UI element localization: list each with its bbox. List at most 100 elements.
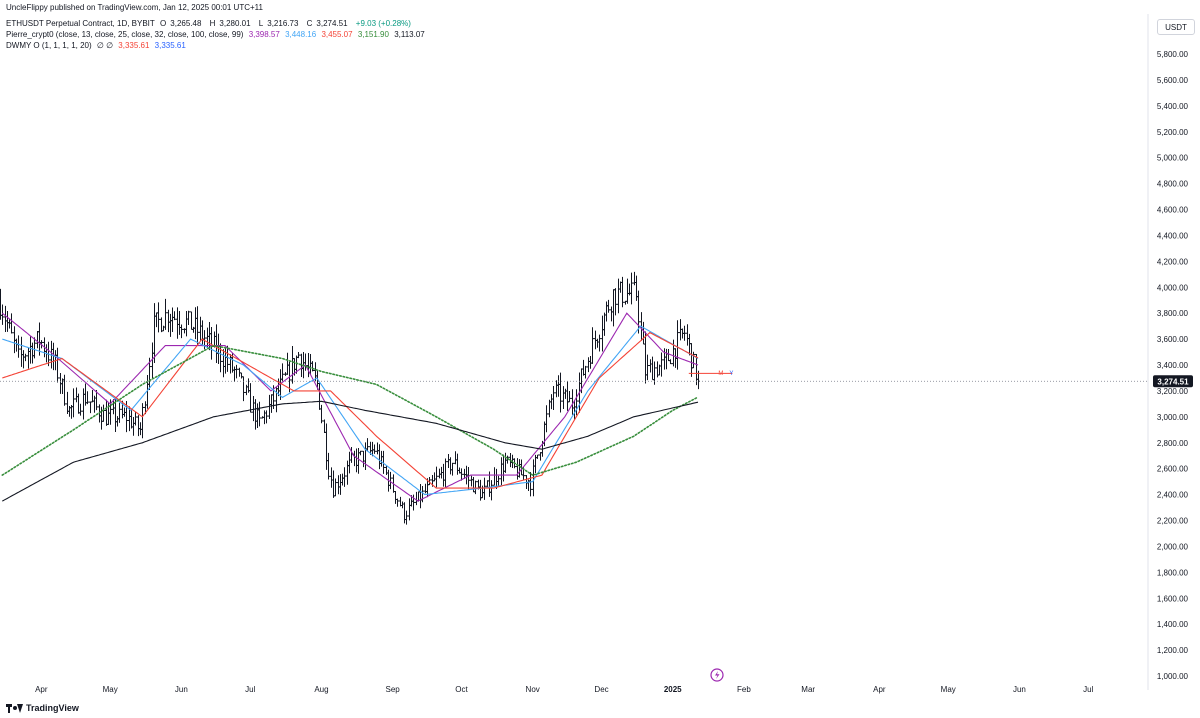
price-tick-label: 5,600.00 [1157, 76, 1189, 85]
candle [79, 403, 82, 416]
candle [10, 313, 13, 334]
candle [382, 450, 385, 474]
candle [86, 391, 89, 405]
candle [339, 474, 342, 495]
ma99-value: 3,113.07 [394, 30, 425, 39]
candle [176, 307, 179, 339]
time-tick-label: Jun [175, 685, 188, 694]
time-tick-label: Mar [801, 685, 815, 694]
candle [660, 352, 663, 377]
candle [155, 312, 158, 328]
candle [20, 336, 23, 367]
candle [341, 473, 344, 486]
candle [587, 357, 590, 373]
candle [215, 324, 218, 363]
candle [346, 460, 349, 485]
moving-average-line [1, 312, 699, 502]
candle [630, 272, 633, 305]
candle [559, 372, 562, 413]
candle [447, 453, 450, 468]
candle [196, 306, 199, 347]
candle [683, 325, 686, 341]
ohlc-close-value: 3,274.51 [316, 19, 348, 28]
indicator1-name[interactable]: Pierre_crypt0 (close, 13, close, 25, clo… [6, 30, 244, 39]
ohlc-low-value: 3,216.73 [267, 19, 299, 28]
candle [460, 468, 463, 481]
price-tick-label: 2,200.00 [1157, 517, 1189, 526]
ohlc-low-label: L [258, 19, 264, 28]
candle [621, 276, 624, 308]
price-tick-label: 3,200.00 [1157, 387, 1189, 396]
candle [242, 376, 245, 402]
tradingview-brand[interactable]: TradingView [6, 703, 79, 713]
candle [399, 496, 402, 507]
ma25-value: 3,448.16 [285, 30, 317, 39]
candle [311, 361, 314, 372]
candle [612, 289, 615, 327]
price-tick-label: 2,400.00 [1157, 491, 1189, 500]
time-tick-label: Apr [35, 685, 48, 694]
candle [502, 454, 505, 482]
ma32-value: 3,455.07 [321, 30, 353, 39]
candle [33, 337, 36, 359]
price-tick-label: 1,800.00 [1157, 568, 1189, 577]
candle [456, 453, 459, 475]
candle [596, 338, 599, 348]
candle [167, 309, 170, 333]
candle [637, 290, 640, 334]
time-tick-label: Nov [526, 685, 540, 694]
dwmy-level-y-label: Y [729, 371, 733, 377]
candle [286, 352, 289, 375]
ohlc-high: H 3,280.01 [210, 19, 254, 28]
candle [139, 422, 142, 436]
candles [0, 271, 700, 525]
candle [686, 324, 689, 346]
candle [472, 476, 475, 493]
candle [334, 478, 337, 497]
moving-average-line [2, 400, 699, 502]
candle [270, 394, 273, 413]
candle [408, 498, 411, 521]
candle [633, 271, 636, 286]
candle [77, 393, 80, 414]
time-tick-label: Jul [1083, 685, 1093, 694]
candle [389, 471, 392, 490]
candle [504, 452, 507, 473]
candle [114, 399, 117, 433]
candle [444, 458, 447, 488]
candle [95, 389, 98, 411]
tradingview-logo-icon [6, 703, 23, 713]
candle [36, 330, 39, 349]
candle [500, 457, 503, 486]
candle [72, 388, 75, 418]
candle [130, 408, 133, 429]
candle [550, 394, 553, 410]
candle [653, 361, 656, 385]
ohlc-high-label: H [209, 19, 216, 28]
candle [403, 502, 406, 524]
candle [263, 410, 266, 425]
ohlc-low: L 3,216.73 [259, 19, 302, 28]
candle [337, 475, 340, 495]
candle [545, 405, 548, 433]
symbol-name[interactable]: ETHUSDT Perpetual Contract, 1D, BYBIT [6, 19, 155, 28]
candle [222, 349, 225, 378]
currency-badge[interactable]: USDT [1157, 19, 1195, 35]
candle [102, 404, 105, 422]
current-price-badge [1153, 375, 1193, 388]
publisher-line: UncleFlippy published on TradingView.com… [6, 3, 263, 12]
candle [665, 348, 668, 370]
candle [201, 320, 204, 347]
time-tick-label: Feb [737, 685, 751, 694]
indicator2-legend: DWMY O (1, 1, 1, 1, 20) ∅ ∅ 3,335.61 3,3… [6, 41, 189, 50]
indicator2-name[interactable]: DWMY O (1, 1, 1, 1, 20) [6, 41, 92, 50]
candle [229, 354, 232, 374]
time-tick-label: Oct [455, 685, 468, 694]
price-tick-label: 2,000.00 [1157, 542, 1189, 551]
candle [449, 457, 452, 475]
price-tick-label: 5,000.00 [1157, 154, 1189, 163]
candle [598, 334, 601, 352]
price-tick-label: 4,400.00 [1157, 231, 1189, 240]
ohlc-close-label: C [306, 19, 313, 28]
